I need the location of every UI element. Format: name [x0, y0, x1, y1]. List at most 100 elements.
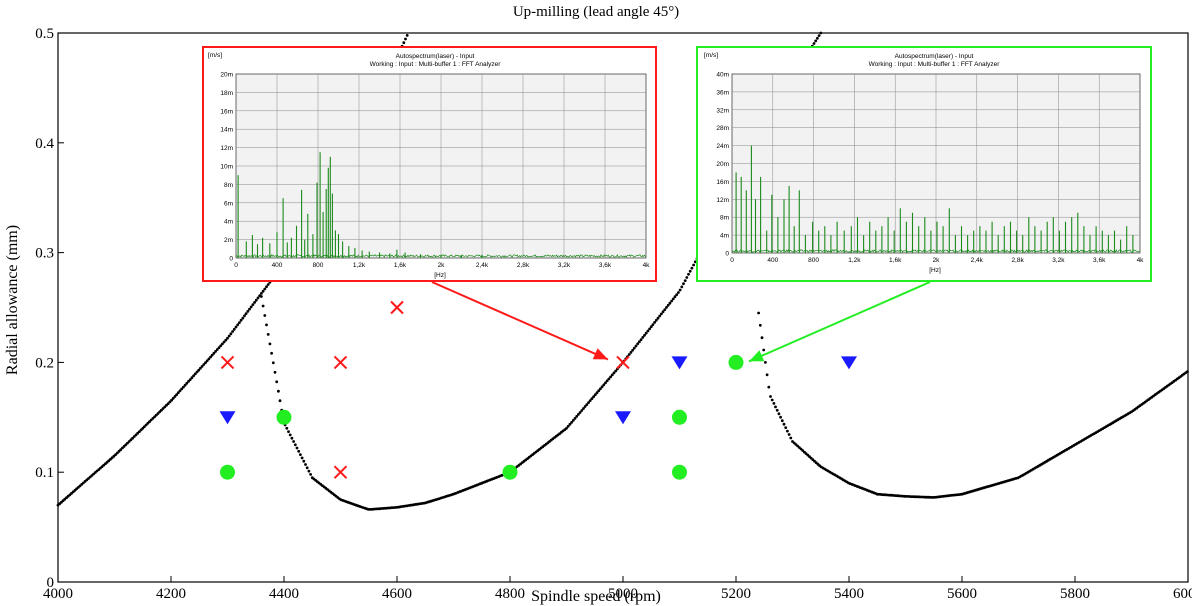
- lobe-point: [292, 440, 295, 443]
- lobe-point: [571, 419, 575, 422]
- lobe-point: [661, 310, 665, 314]
- inset-x-tick-label: 1,6k: [889, 257, 902, 264]
- marker-stroke: [220, 355, 235, 370]
- lobe-point: [268, 342, 272, 346]
- inset-x-tick-label: 1,2k: [353, 262, 366, 269]
- lobe-point: [767, 385, 771, 389]
- unstable-x-marker: [333, 465, 348, 479]
- lobe-point: [597, 389, 601, 393]
- inset-y-tick-label: 18m: [220, 90, 233, 97]
- lobe-point: [648, 327, 651, 331]
- lobe-point: [199, 366, 202, 370]
- lobe-point: [602, 383, 606, 387]
- lobe-point: [307, 469, 311, 473]
- inset-x-tick-label: 1,2k: [848, 257, 861, 264]
- lobe-point: [631, 348, 634, 352]
- inset-y-tick-label: 20m: [220, 72, 233, 79]
- lobe-point: [207, 357, 211, 361]
- marker-stroke: [390, 300, 404, 315]
- lobe-point: [304, 463, 307, 466]
- lobe-point: [212, 351, 216, 355]
- lobe-point: [197, 368, 201, 372]
- lobe-point: [193, 372, 197, 376]
- lobe-point: [217, 346, 221, 349]
- inset-x-tick-label: 400: [272, 262, 283, 269]
- lobe-point: [302, 459, 306, 463]
- lobe-point: [265, 285, 268, 289]
- y-tick-label: 0.5: [35, 26, 54, 42]
- unstable-x-marker: [616, 355, 630, 370]
- marker-stroke: [333, 355, 348, 370]
- inset-x-tick-label: 800: [313, 262, 324, 269]
- lobe-point: [693, 260, 697, 264]
- lobe-point: [200, 365, 204, 368]
- lobe-point: [229, 332, 233, 336]
- y-axis-ticks: 0 0.1 0.2 0.3 0.4 0.5: [35, 26, 64, 591]
- lobe-point: [765, 373, 769, 377]
- lobe-point: [180, 387, 184, 391]
- x-tick-label: 5200: [721, 586, 751, 602]
- inset-x-unit: [Hz]: [434, 272, 446, 279]
- lobe-point: [148, 420, 151, 424]
- inset-x-tick-label: 3,2k: [558, 262, 571, 269]
- lobe-point: [770, 398, 774, 402]
- unstable-x-marker: [220, 355, 235, 370]
- lobe-point: [643, 333, 646, 337]
- stable-circle-marker: [276, 409, 292, 425]
- lobe-point: [402, 41, 406, 45]
- lobe-point: [275, 380, 279, 384]
- arrow-head: [749, 350, 765, 362]
- inset-x-tick-label: 4k: [1137, 257, 1145, 264]
- lobe-point: [692, 263, 695, 267]
- lobe-point: [232, 327, 236, 331]
- lobe-point: [214, 350, 218, 353]
- inset-y-tick-label: 14m: [220, 127, 233, 134]
- lobe-point: [762, 348, 766, 352]
- lobe-point: [614, 369, 618, 373]
- x-tick-label: 5800: [1060, 586, 1090, 602]
- inset-unit: [m/s]: [704, 52, 718, 59]
- lobe-point: [784, 426, 788, 429]
- lobe-point: [287, 430, 290, 433]
- lobe-point: [610, 373, 614, 377]
- lobe-point: [173, 395, 177, 398]
- lobe-point: [580, 409, 584, 412]
- lobe-point: [789, 436, 793, 440]
- lobe-point: [261, 289, 265, 293]
- lobe-point: [587, 401, 590, 404]
- lobe-point: [690, 266, 694, 270]
- lobe-point: [687, 272, 690, 276]
- inset-x-tick-label: 400: [767, 257, 778, 264]
- inset-x-tick-label: 800: [808, 257, 819, 264]
- lobe-point: [305, 466, 309, 470]
- lobe-point: [758, 323, 762, 327]
- lobe-point: [277, 389, 280, 393]
- lobe-point: [190, 376, 194, 380]
- inset-y-tick-label: 36m: [716, 89, 729, 96]
- lobe-point: [299, 453, 302, 456]
- lobe-point: [772, 402, 776, 405]
- inset-x-unit: [Hz]: [929, 267, 941, 274]
- inset-subtitle: Working : Input : Multi-buffer 1 : FFT A…: [370, 61, 502, 68]
- lobe-point: [205, 359, 209, 363]
- y-tick-label: 0: [47, 575, 55, 591]
- lobe-point: [176, 391, 180, 395]
- y-axis-label: Radial allowance (mm): [4, 225, 21, 375]
- lobe-point: [266, 283, 270, 286]
- arrow-head: [592, 348, 608, 360]
- lobe-point: [757, 311, 760, 315]
- lobe-point: [673, 295, 677, 299]
- stable-circle-marker: [672, 409, 687, 425]
- lobe-point: [787, 433, 791, 436]
- lobe-point: [166, 402, 170, 405]
- lobe-point: [163, 405, 167, 409]
- lobe-point: [271, 361, 275, 365]
- inset-x-tick-label: 2,8k: [1011, 257, 1024, 264]
- lobe-point: [249, 305, 253, 309]
- lobe-point: [170, 398, 174, 402]
- lobe-point: [178, 389, 182, 393]
- lobe-point: [592, 395, 595, 399]
- lobe-point: [227, 334, 231, 338]
- lobe-point: [577, 413, 580, 416]
